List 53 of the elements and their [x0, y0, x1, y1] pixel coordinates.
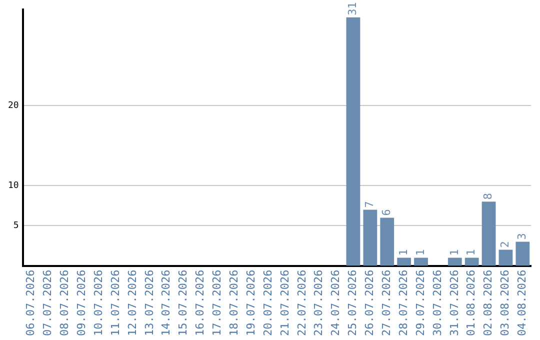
x-tick-label: 21.07.2026 [278, 270, 292, 336]
bar [346, 17, 360, 266]
x-tick-label: 15.07.2026 [176, 270, 190, 336]
bar [482, 202, 496, 266]
x-tick-label: 13.07.2026 [142, 270, 156, 336]
x-tick-label: 20.07.2026 [261, 270, 274, 336]
x-tick-label: 03.08.2026 [498, 270, 512, 336]
x-tick-label: 23.07.2026 [312, 270, 326, 336]
bar [414, 258, 428, 266]
x-tick-label: 04.08.2026 [516, 270, 529, 336]
x-tick-label: 24.07.2026 [329, 270, 342, 336]
x-tick-label: 02.08.2026 [482, 270, 495, 336]
x-tick-label: 01.08.2026 [464, 270, 478, 336]
x-tick-label: 29.07.2026 [414, 270, 427, 336]
bar [363, 210, 378, 266]
bar [498, 250, 513, 266]
x-tick-label: 10.07.2026 [92, 270, 105, 336]
x-tick-label: 16.07.2026 [194, 270, 207, 336]
data-label: 2 [498, 241, 512, 248]
x-tick-label: 08.07.2026 [58, 270, 72, 336]
x-tick-label: 06.07.2026 [24, 270, 38, 336]
data-label: 1 [464, 249, 478, 256]
data-label: 31 [346, 2, 360, 16]
x-tick-label: 18.07.2026 [227, 270, 240, 336]
data-label: 1 [396, 249, 410, 256]
x-tick-label: 11.07.2026 [108, 270, 122, 336]
data-label: 6 [380, 209, 393, 216]
x-tick-label: 19.07.2026 [244, 270, 258, 336]
x-tick-label: 14.07.2026 [160, 270, 173, 336]
bar [397, 258, 412, 266]
bar [464, 258, 479, 266]
x-tick-label: 09.07.2026 [75, 270, 88, 336]
y-tick-label: 20 [8, 100, 19, 111]
y-tick-label: 10 [8, 181, 19, 191]
x-tick-label: 17.07.2026 [210, 270, 224, 336]
x-tick-label: 26.07.2026 [363, 270, 376, 336]
x-tick-label: 25.07.2026 [346, 270, 360, 336]
x-tick-label: 30.07.2026 [430, 270, 444, 336]
data-label: 1 [414, 249, 427, 256]
y-tick-label: 5 [13, 221, 19, 232]
data-label: 1 [448, 249, 461, 256]
bar [448, 258, 462, 266]
x-tick-label: 12.07.2026 [126, 270, 139, 336]
bar [380, 218, 394, 266]
x-tick-label: 22.07.2026 [295, 270, 308, 336]
x-tick-label: 07.07.2026 [41, 270, 54, 336]
data-label: 8 [482, 193, 495, 200]
x-tick-label: 28.07.2026 [396, 270, 410, 336]
x-tick-label: 31.07.2026 [448, 270, 461, 336]
data-label: 3 [516, 233, 529, 240]
data-label: 7 [363, 201, 376, 208]
bar [516, 242, 530, 266]
x-tick-label: 27.07.2026 [380, 270, 393, 336]
